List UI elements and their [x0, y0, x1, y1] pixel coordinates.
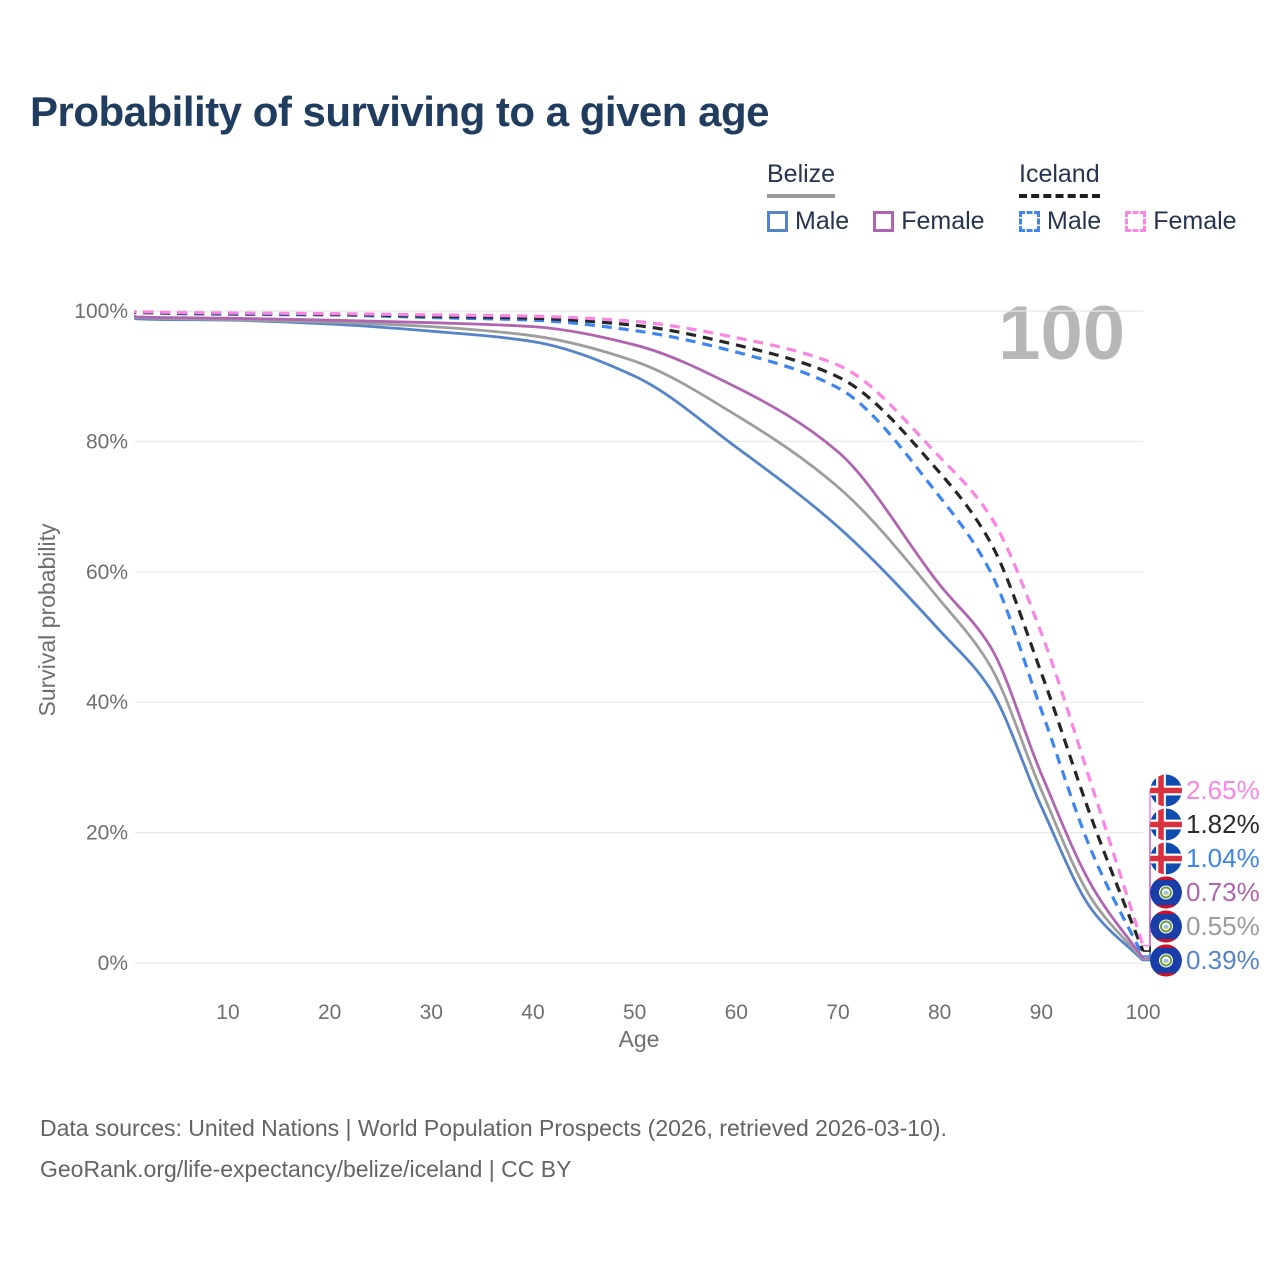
survival-chart: 0.39% 0.55% 0.73% 1.04% 1.82% 2.65% 0% 20% 40% 6…: [74, 300, 1260, 1024]
end-value-label-belize-female: 0.73%: [1186, 877, 1260, 907]
series-line-iceland-both: [134, 310, 1145, 952]
legend-item-label: Female: [1153, 207, 1237, 235]
footer-attribution: GeoRank.org/life-expectancy/belize/icela…: [40, 1156, 572, 1182]
iceland-flag-icon: [1150, 843, 1182, 875]
y-tick-label-100: 100%: [74, 300, 128, 323]
age-counter-watermark: 100: [998, 291, 1125, 376]
legend-item-label: Male: [795, 207, 850, 235]
end-value-label-iceland-female: 2.65%: [1186, 775, 1260, 805]
legend-swatch-belize-female: [873, 211, 895, 232]
y-tick-label-40: 40%: [86, 691, 128, 714]
x-tick-label-80: 80: [928, 1001, 951, 1024]
legend-swatch-belize-male: [767, 211, 788, 232]
x-tick-label-90: 90: [1030, 1001, 1053, 1024]
x-tick-label-100: 100: [1125, 1001, 1160, 1024]
legend-item-label: Female: [901, 207, 985, 235]
series-line-iceland-female: [134, 309, 1145, 947]
legend-swatch-iceland-male: [1019, 211, 1040, 232]
page-title: Probability of surviving to a given age: [30, 88, 769, 135]
end-value-label-iceland-both: 1.82%: [1186, 809, 1260, 839]
end-connector-iceland-male: [1143, 857, 1154, 957]
iceland-flag-icon: [1150, 809, 1182, 841]
x-tick-label-50: 50: [623, 1001, 646, 1024]
series-line-belize-male: [134, 316, 1144, 962]
legend-item-iceland-male: Male: [1019, 207, 1101, 236]
end-value-label-iceland-male: 1.04%: [1186, 843, 1260, 873]
legend-item-iceland-female: Female: [1125, 207, 1237, 236]
x-tick-label-30: 30: [420, 1001, 443, 1024]
series-line-belize-female: [134, 314, 1145, 960]
x-tick-label-40: 40: [521, 1001, 544, 1024]
belize-flag-icon: [1150, 877, 1182, 909]
legend-item-belize-female: Female: [873, 207, 985, 236]
x-tick-label-60: 60: [725, 1001, 748, 1024]
belize-flag-icon: [1150, 911, 1182, 943]
y-tick-label-0: 0%: [98, 952, 128, 975]
legend: Belize Male Female Iceland Male: [0, 160, 1280, 240]
end-value-label-belize-male: 0.39%: [1186, 945, 1260, 975]
y-tick-label-80: 80%: [86, 430, 128, 453]
legend-item-label: Male: [1047, 207, 1102, 235]
footer-data-sources: Data sources: United Nations | World Pop…: [40, 1115, 947, 1141]
legend-country-label-belize: Belize: [767, 160, 836, 198]
series-line-belize-both: [134, 315, 1145, 961]
legend-group-iceland: Iceland Male Female: [1019, 160, 1237, 236]
legend-country-label-iceland: Iceland: [1019, 160, 1100, 198]
iceland-flag-icon: [1150, 775, 1182, 807]
legend-group-belize: Belize Male Female: [767, 160, 985, 236]
y-axis-title: Survival probability: [34, 523, 60, 717]
series-line-iceland-male: [134, 310, 1145, 957]
footer: Data sources: United Nations | World Pop…: [40, 1108, 947, 1190]
end-value-label-belize-both: 0.55%: [1186, 911, 1260, 941]
legend-item-belize-male: Male: [767, 207, 849, 236]
x-axis-title: Age: [618, 1026, 660, 1052]
y-tick-label-60: 60%: [86, 561, 128, 584]
x-tick-label-20: 20: [318, 1001, 341, 1024]
x-tick-label-70: 70: [826, 1001, 849, 1024]
y-tick-label-20: 20%: [86, 822, 128, 845]
legend-swatch-iceland-female: [1125, 211, 1147, 232]
x-tick-label-10: 10: [216, 1001, 239, 1024]
belize-flag-icon: [1150, 945, 1182, 977]
